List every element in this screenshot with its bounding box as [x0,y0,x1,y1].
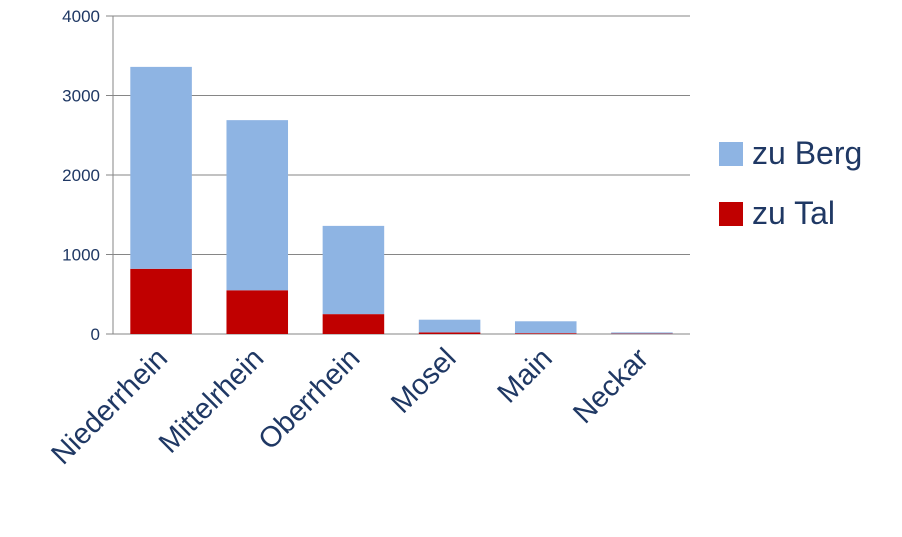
bar-zu-berg-main [514,321,577,334]
bar-zu-berg-oberrhein [322,225,385,315]
bar-zu-berg-niederrhein [130,66,192,269]
y-tick-label: 0 [91,325,100,344]
y-tick-label: 3000 [62,87,100,106]
y-tick-label: 1000 [62,246,100,265]
legend-label: zu Tal [752,195,835,231]
y-axis: 0 1000 2000 3000 4000 [62,7,114,344]
y-tick-label: 2000 [62,166,100,185]
x-tick-label: Mosel [385,342,462,419]
bar-zu-tal-mosel [418,332,481,334]
gridlines [113,15,690,335]
bar-zu-tal-main [514,333,577,334]
bar-zu-tal-oberrhein [322,314,385,334]
x-tick-label: Oberrhein [253,342,367,456]
legend: zu Berg zu Tal [719,135,862,231]
legend-swatch [719,142,743,166]
bar-zu-berg-mittelrhein [226,120,289,291]
bar-zu-berg-neckar [611,332,673,334]
y-tick-label: 4000 [62,7,100,26]
x-tick-label: Main [492,342,559,409]
bar-zu-berg-mosel [418,319,481,333]
x-tick-label: Mittelrhein [153,342,270,459]
bars [130,66,673,334]
x-tick-label: Niederrhein [45,342,174,471]
x-tick-label: Neckar [567,342,655,430]
bar-zu-tal-niederrhein [130,268,192,334]
legend-swatch [719,202,743,226]
bar-zu-tal-mittelrhein [226,290,289,334]
legend-label: zu Berg [752,135,862,171]
